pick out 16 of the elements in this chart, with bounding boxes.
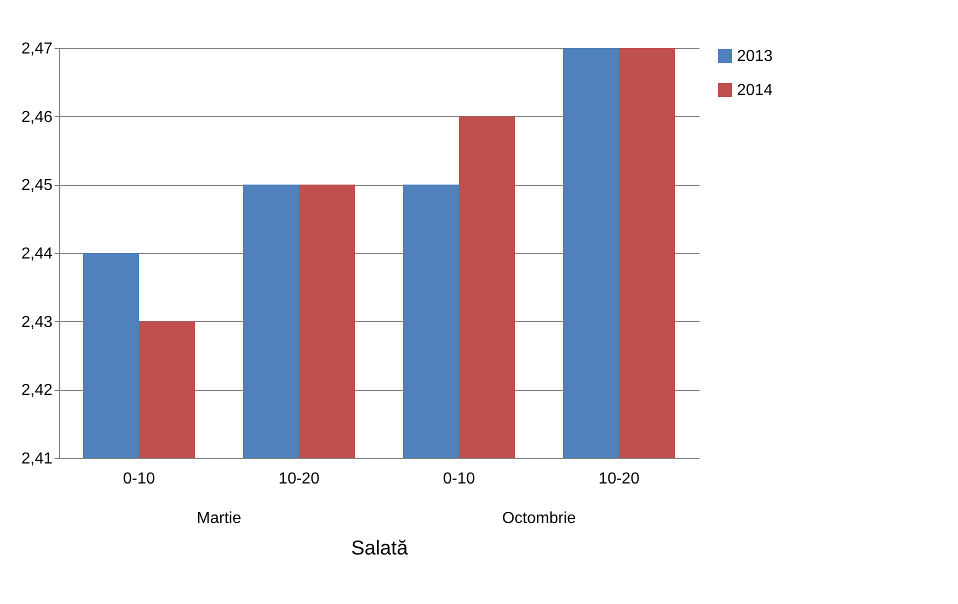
text: Martie [196,510,242,527]
y-tick-label: 2,43 [21,314,53,331]
x-tick-label: 0-10 [122,470,156,488]
y-tick-label: 2,44 [21,246,53,262]
x-tick-label: 0-10 [442,470,476,488]
text: Octombrie [502,510,576,527]
y-tick-label: 2,47 [21,40,53,58]
x-axis-title: Salată [351,538,409,560]
y-tick-label: 2,41 [21,450,53,468]
y-tick-label: 2,42 [21,382,53,400]
y-tick-label: 2,45 [21,177,53,194]
legend-label: 2013 [737,48,773,65]
legend-label: 2014 [737,82,773,99]
x-tick-label: 10-20 [598,470,640,488]
y-tick-label: 2,46 [21,108,53,126]
x-tick-label: 10-20 [278,470,320,488]
